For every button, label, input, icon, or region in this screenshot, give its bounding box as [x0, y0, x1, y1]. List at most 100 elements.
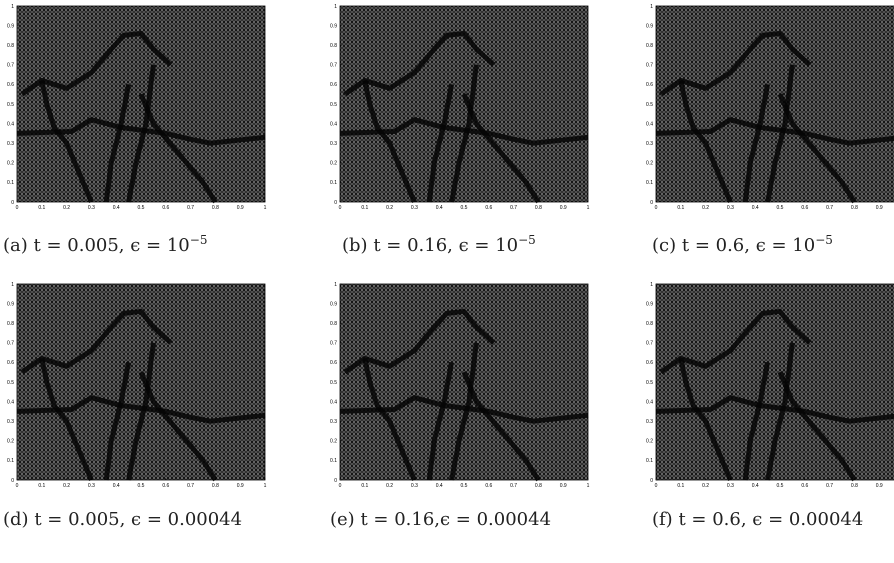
caption-text: t = 0.6, ϵ = 0.00044	[678, 509, 863, 530]
caption-exponent: −5	[190, 233, 208, 247]
y-tick-label: 0.1	[7, 458, 14, 464]
x-tick-label: 0	[655, 205, 658, 211]
y-tick-label: 0.4	[646, 121, 653, 127]
caption: (c) t = 0.6, ϵ = 10−5	[652, 228, 894, 258]
x-tick-label: 0.8	[212, 205, 219, 211]
x-tick-label: 0.6	[162, 205, 169, 211]
y-tick-label: 1	[334, 4, 337, 10]
caption-text: t = 0.005, ϵ = 10	[34, 235, 190, 256]
y-tick-label: 0.9	[7, 23, 14, 29]
x-tick-label: 0.2	[386, 483, 393, 489]
x-tick-label: 0.3	[727, 483, 734, 489]
x-tick-label: 1	[587, 205, 590, 211]
x-tick-label: 0.1	[677, 205, 684, 211]
caption-text: t = 0.16,ϵ = 0.00044	[360, 509, 551, 530]
y-tick-label: 0.1	[7, 180, 14, 186]
x-tick-label: 0.3	[411, 205, 418, 211]
y-tick-label: 0	[334, 200, 337, 206]
x-tick-label: 0.8	[851, 483, 858, 489]
y-tick-label: 0	[11, 478, 14, 484]
x-tick-label: 0.8	[851, 205, 858, 211]
x-tick-label: 0.2	[63, 205, 70, 211]
y-tick-label: 0.6	[7, 360, 14, 366]
y-tick-label: 0.6	[330, 82, 337, 88]
x-tick-label: 0.2	[386, 205, 393, 211]
y-tick-label: 0.5	[7, 102, 14, 108]
y-tick-label: 0.5	[646, 102, 653, 108]
y-tick-label: 0	[11, 200, 14, 206]
y-tick-label: 0.3	[7, 419, 14, 425]
caption-text: t = 0.6, ϵ = 10	[682, 235, 815, 256]
x-tick-label: 0.6	[801, 483, 808, 489]
y-tick-label: 0.1	[646, 180, 653, 186]
x-tick-label: 0.5	[138, 205, 145, 211]
caption-exponent: −5	[815, 233, 833, 247]
x-tick-label: 0.7	[510, 483, 517, 489]
caption-exponent: −5	[518, 233, 536, 247]
x-tick-label: 0.5	[777, 483, 784, 489]
y-tick-label: 0.7	[7, 63, 14, 69]
x-tick-label: 0.3	[727, 205, 734, 211]
x-tick-label: 0	[339, 483, 342, 489]
mesh-plots: 000.10.10.20.20.30.30.40.40.50.50.60.60.…	[0, 0, 894, 563]
y-tick-label: 0	[334, 478, 337, 484]
y-tick-label: 0.8	[330, 321, 337, 327]
x-tick-label: 0.9	[237, 205, 244, 211]
x-tick-label: 0.5	[461, 483, 468, 489]
y-tick-label: 0.8	[7, 321, 14, 327]
x-tick-label: 0.3	[88, 483, 95, 489]
y-tick-label: 0.4	[646, 399, 653, 405]
y-tick-label: 0.1	[330, 180, 337, 186]
x-tick-label: 0.9	[560, 483, 567, 489]
y-tick-label: 0.2	[330, 439, 337, 445]
y-tick-label: 0	[650, 478, 653, 484]
x-tick-label: 0.6	[801, 205, 808, 211]
y-tick-label: 0.3	[7, 141, 14, 147]
y-tick-label: 1	[650, 4, 653, 10]
x-tick-label: 0.2	[63, 483, 70, 489]
caption-label: (f)	[652, 509, 673, 530]
y-tick-label: 0.6	[646, 82, 653, 88]
x-tick-label: 0.7	[826, 483, 833, 489]
caption-label: (a)	[3, 235, 28, 256]
y-tick-label: 0.4	[330, 399, 337, 405]
x-tick-label: 0.8	[212, 483, 219, 489]
caption-text: t = 0.16, ϵ = 10	[373, 235, 518, 256]
y-tick-label: 0.3	[646, 419, 653, 425]
y-tick-label: 0.9	[330, 301, 337, 307]
y-tick-label: 0.2	[7, 439, 14, 445]
x-tick-label: 0.7	[510, 205, 517, 211]
caption: (e) t = 0.16,ϵ = 0.00044	[330, 507, 580, 532]
x-tick-label: 0	[339, 205, 342, 211]
x-tick-label: 0.3	[411, 483, 418, 489]
x-tick-label: 0.4	[752, 483, 759, 489]
x-tick-label: 0.9	[237, 483, 244, 489]
mesh-panel: 000.10.10.20.20.30.30.40.40.50.50.60.60.…	[330, 282, 590, 489]
y-tick-label: 0	[650, 200, 653, 206]
caption: (a) t = 0.005, ϵ = 10−5	[3, 228, 253, 258]
x-tick-label: 0.7	[826, 205, 833, 211]
x-tick-label: 0.8	[535, 205, 542, 211]
caption: (f) t = 0.6, ϵ = 0.00044	[652, 507, 894, 532]
x-tick-label: 0.5	[461, 205, 468, 211]
x-tick-label: 1	[264, 205, 267, 211]
mesh-panel: 000.10.10.20.20.30.30.40.40.50.50.60.60.…	[330, 4, 590, 211]
y-tick-label: 0.2	[646, 161, 653, 167]
y-tick-label: 0.7	[646, 341, 653, 347]
figure: 000.10.10.20.20.30.30.40.40.50.50.60.60.…	[0, 0, 894, 563]
y-tick-label: 0.9	[7, 301, 14, 307]
x-tick-label: 0.7	[187, 483, 194, 489]
x-tick-label: 0.5	[138, 483, 145, 489]
y-tick-label: 0.5	[330, 102, 337, 108]
x-tick-label: 0.1	[361, 483, 368, 489]
x-tick-label: 0.1	[361, 205, 368, 211]
x-tick-label: 0.2	[702, 483, 709, 489]
x-tick-label: 0.4	[113, 205, 120, 211]
x-tick-label: 0.8	[535, 483, 542, 489]
caption-label: (c)	[652, 235, 676, 256]
y-tick-label: 1	[11, 282, 14, 288]
x-tick-label: 0.2	[702, 205, 709, 211]
x-tick-label: 0.1	[677, 483, 684, 489]
y-tick-label: 0.4	[7, 399, 14, 405]
mesh-panel: 000.10.10.20.20.30.30.40.40.50.50.60.60.…	[7, 282, 267, 489]
